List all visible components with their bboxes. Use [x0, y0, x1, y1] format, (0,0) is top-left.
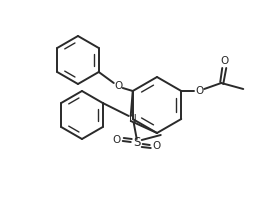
Text: O: O — [220, 56, 228, 66]
Text: N: N — [129, 114, 137, 124]
Text: O: O — [153, 141, 161, 151]
Text: O: O — [113, 135, 121, 145]
Text: O: O — [115, 81, 123, 91]
Text: O: O — [195, 86, 203, 96]
Text: S: S — [133, 136, 140, 150]
